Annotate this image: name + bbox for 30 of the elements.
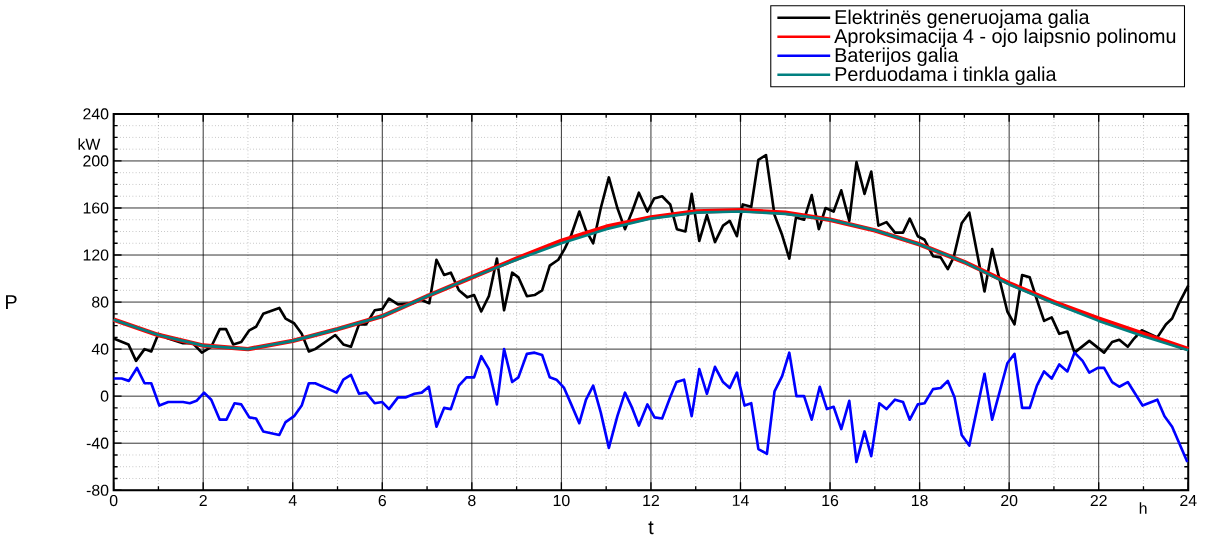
y-tick-label: 80 [92, 296, 109, 308]
legend-label: Baterijos galia [835, 47, 959, 67]
x-tick-label: 14 [732, 495, 749, 506]
x-tick-label: 2 [199, 495, 207, 507]
x-tick-label: 4 [288, 495, 297, 506]
y-tick-label: -80 [86, 484, 109, 496]
legend-label: Perduodama i tinkla galia [835, 66, 1057, 86]
x-tick-label: 0 [109, 495, 118, 507]
x-tick-label: 6 [378, 495, 387, 507]
legend-label: Elektrinës generuojama galia [835, 9, 1090, 29]
x-tick-label: 18 [911, 495, 928, 507]
y-tick-label: 40 [91, 343, 109, 355]
x-tick-label: 10 [553, 495, 570, 507]
y-tick-label: 240 [83, 108, 109, 120]
y-tick-label: 160 [83, 202, 109, 214]
text: h [1139, 502, 1147, 514]
x-tick-label: 20 [1001, 495, 1018, 507]
x-tick-label: 8 [468, 495, 476, 507]
y-tick-label: 120 [83, 249, 109, 261]
x-tick-label: 16 [822, 495, 839, 507]
x-tick-label: 24 [1180, 495, 1197, 507]
y-tick-label: 200 [83, 155, 109, 167]
y-axis-title: P [6, 295, 17, 310]
x-tick-label: 12 [643, 495, 659, 507]
x-tick-label: 22 [1090, 495, 1107, 507]
text: kW [78, 138, 101, 150]
legend-label: Aproksimacija 4 - ojo laipsnio polinomu [834, 28, 1176, 48]
x-axis-title: t [648, 521, 654, 535]
y-tick-label: 0 [100, 390, 109, 402]
y-tick-label: -40 [86, 437, 109, 449]
